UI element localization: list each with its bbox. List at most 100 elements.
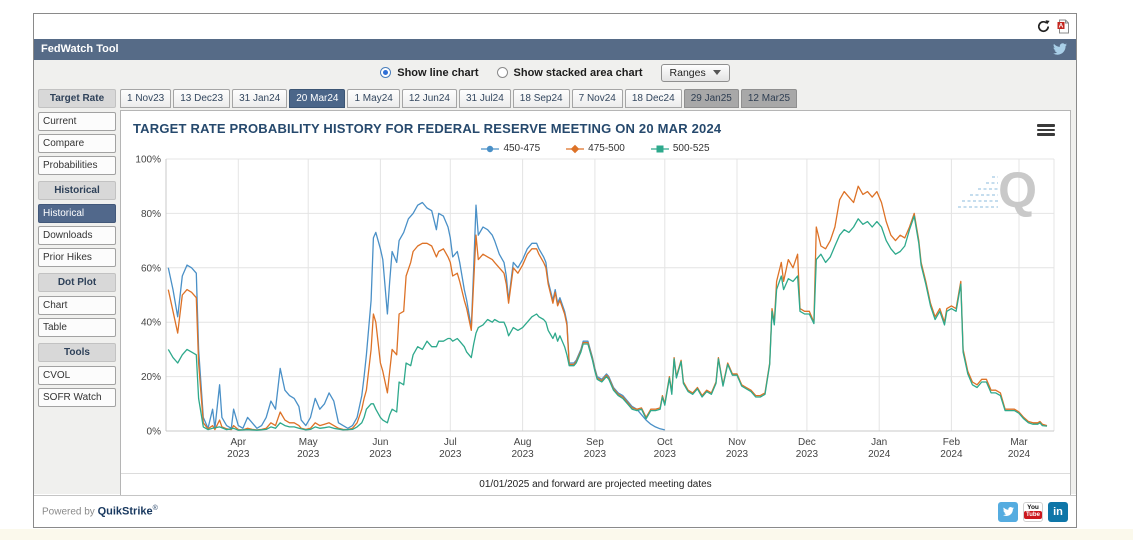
footer-bar: Powered by QuikStrike® You Tube in [34, 495, 1076, 527]
fedwatch-titlebar: FedWatch Tool [34, 39, 1076, 60]
content-area: Show line chart Show stacked area chart … [34, 60, 1076, 499]
youtube-icon[interactable]: You Tube [1023, 501, 1043, 522]
sidebar-item-sofr-watch[interactable]: SOFR Watch [38, 388, 116, 407]
sidebar-header-tools: Tools [38, 343, 116, 362]
svg-text:40%: 40% [141, 318, 161, 329]
svg-text:2023: 2023 [297, 449, 320, 460]
svg-text:A: A [1059, 23, 1064, 30]
svg-text:2023: 2023 [796, 449, 819, 460]
legend-marker-circle-icon [481, 145, 500, 152]
chart-caption: 01/01/2025 and forward are projected mee… [121, 473, 1070, 495]
axes [165, 159, 1054, 432]
linkedin-icon[interactable]: in [1048, 501, 1068, 522]
tab-18-dec24[interactable]: 18 Dec24 [624, 89, 682, 108]
svg-text:2023: 2023 [439, 449, 462, 460]
chart-title: TARGET RATE PROBABILITY HISTORY FOR FEDE… [133, 121, 722, 136]
powered-by: Powered by QuikStrike® [42, 505, 158, 517]
tab-31-jan24[interactable]: 31 Jan24 [232, 89, 288, 108]
ranges-dropdown[interactable]: Ranges [660, 63, 730, 82]
export-pdf-icon[interactable]: A [1057, 19, 1070, 39]
social-icons: You Tube in [998, 501, 1068, 522]
svg-text:2023: 2023 [654, 449, 677, 460]
legend-marker-square-icon [650, 145, 669, 152]
chart-legend: 450-475 475-500 500-525 [121, 143, 1070, 154]
sidebar-item-historical[interactable]: Historical [38, 204, 116, 223]
chart-panel: TARGET RATE PROBABILITY HISTORY FOR FEDE… [120, 110, 1071, 499]
svg-text:Aug: Aug [514, 437, 532, 448]
series-line-450-475 [167, 201, 665, 431]
svg-text:20%: 20% [141, 372, 161, 383]
fedwatch-title: FedWatch Tool [41, 43, 119, 55]
legend-marker-diamond-icon [566, 144, 585, 153]
svg-text:Nov: Nov [728, 437, 746, 448]
sidebar-item-prior-hikes[interactable]: Prior Hikes [38, 248, 116, 267]
svg-text:Feb: Feb [943, 437, 961, 448]
sidebar-item-downloads[interactable]: Downloads [38, 226, 116, 245]
sidebar-header-dot-plot: Dot Plot [38, 273, 116, 292]
radio-line-chart-icon[interactable] [380, 67, 392, 78]
sidebar-item-cvol[interactable]: CVOL [38, 366, 116, 385]
svg-text:2023: 2023 [726, 449, 749, 460]
sidebar-item-compare[interactable]: Compare [38, 134, 116, 153]
tab-1-may24[interactable]: 1 May24 [347, 89, 400, 108]
radio-line-chart[interactable]: Show line chart [380, 66, 479, 79]
app-frame: A FedWatch Tool Show line chart Show sta… [33, 13, 1077, 528]
y-axis-labels: 0% 20% 40% 60% 80% 100% [135, 155, 161, 438]
chart-wrap: Q 0% 20% 40% 60% 80% 100% Apr 2023 May 2023 Jun 202… [126, 155, 1065, 472]
chevron-down-icon [712, 70, 721, 75]
x-axis-labels: Apr2023May2023Jun2023Jul2023Aug2023Sep20… [227, 437, 1030, 460]
radio-stacked-area-chart-label: Show stacked area chart [513, 66, 643, 79]
bottom-strip [0, 529, 1133, 540]
svg-text:Jan: Jan [871, 437, 887, 448]
legend-item-475-500[interactable]: 475-500 [566, 143, 625, 154]
svg-text:2024: 2024 [940, 449, 963, 460]
svg-text:Apr: Apr [231, 437, 247, 448]
series-line-500-525 [167, 215, 1048, 431]
tab-1-nov23[interactable]: 1 Nov23 [120, 89, 172, 108]
svg-text:2023: 2023 [227, 449, 250, 460]
svg-text:80%: 80% [141, 209, 161, 220]
sidebar-item-probabilities[interactable]: Probabilities [38, 156, 116, 175]
svg-text:2023: 2023 [369, 449, 392, 460]
sidebar-item-table[interactable]: Table [38, 318, 116, 337]
svg-text:100%: 100% [135, 155, 161, 166]
svg-text:2024: 2024 [868, 449, 891, 460]
svg-text:Sep: Sep [586, 437, 604, 448]
tab-20-mar24[interactable]: 20 Mar24 [289, 89, 346, 108]
svg-text:60%: 60% [141, 263, 161, 274]
twitter-footer-icon[interactable] [998, 501, 1018, 522]
radio-stacked-area-chart[interactable]: Show stacked area chart [496, 66, 643, 79]
legend-label: 475-500 [588, 143, 625, 154]
tab-29-jan25[interactable]: 29 Jan25 [683, 89, 739, 108]
chart-menu-icon[interactable] [1037, 124, 1055, 138]
svg-text:May: May [299, 437, 318, 448]
legend-label: 450-475 [503, 143, 541, 154]
svg-text:Jun: Jun [372, 437, 388, 448]
radio-line-chart-label: Show line chart [397, 66, 479, 79]
sidebar-header-target-rate: Target Rate [38, 89, 116, 108]
legend-label: 500-525 [672, 143, 710, 154]
chart-type-controls: Show line chart Show stacked area chart … [34, 60, 1076, 83]
twitter-icon[interactable] [1052, 42, 1068, 64]
tab-12-mar25[interactable]: 12 Mar25 [740, 89, 798, 108]
svg-text:0%: 0% [147, 427, 162, 438]
registered-mark: ® [152, 505, 158, 513]
tab-18-sep24[interactable]: 18 Sep24 [512, 89, 570, 108]
legend-item-500-525[interactable]: 500-525 [650, 143, 710, 154]
tab-12-jun24[interactable]: 12 Jun24 [401, 89, 457, 108]
svg-text:Oct: Oct [657, 437, 673, 448]
meeting-date-tabs: 1 Nov23 13 Dec23 31 Jan24 20 Mar24 1 May24 12… [120, 89, 1071, 108]
powered-by-text: Powered by [42, 506, 98, 518]
tab-31-jul24[interactable]: 31 Jul24 [458, 89, 511, 108]
sidebar-item-chart[interactable]: Chart [38, 296, 116, 315]
ranges-dropdown-label: Ranges [669, 66, 706, 79]
main-area: 1 Nov23 13 Dec23 31 Jan24 20 Mar24 1 May24 12… [120, 89, 1071, 499]
tab-13-dec23[interactable]: 13 Dec23 [173, 89, 231, 108]
refresh-icon[interactable] [1036, 19, 1051, 39]
radio-stacked-area-chart-icon[interactable] [496, 67, 508, 78]
sidebar: Target Rate Current Compare Probabilities Hi… [38, 89, 116, 499]
svg-text:2023: 2023 [511, 449, 534, 460]
tab-7-nov24[interactable]: 7 Nov24 [571, 89, 623, 108]
legend-item-450-475[interactable]: 450-475 [481, 143, 540, 154]
sidebar-item-current[interactable]: Current [38, 112, 116, 131]
